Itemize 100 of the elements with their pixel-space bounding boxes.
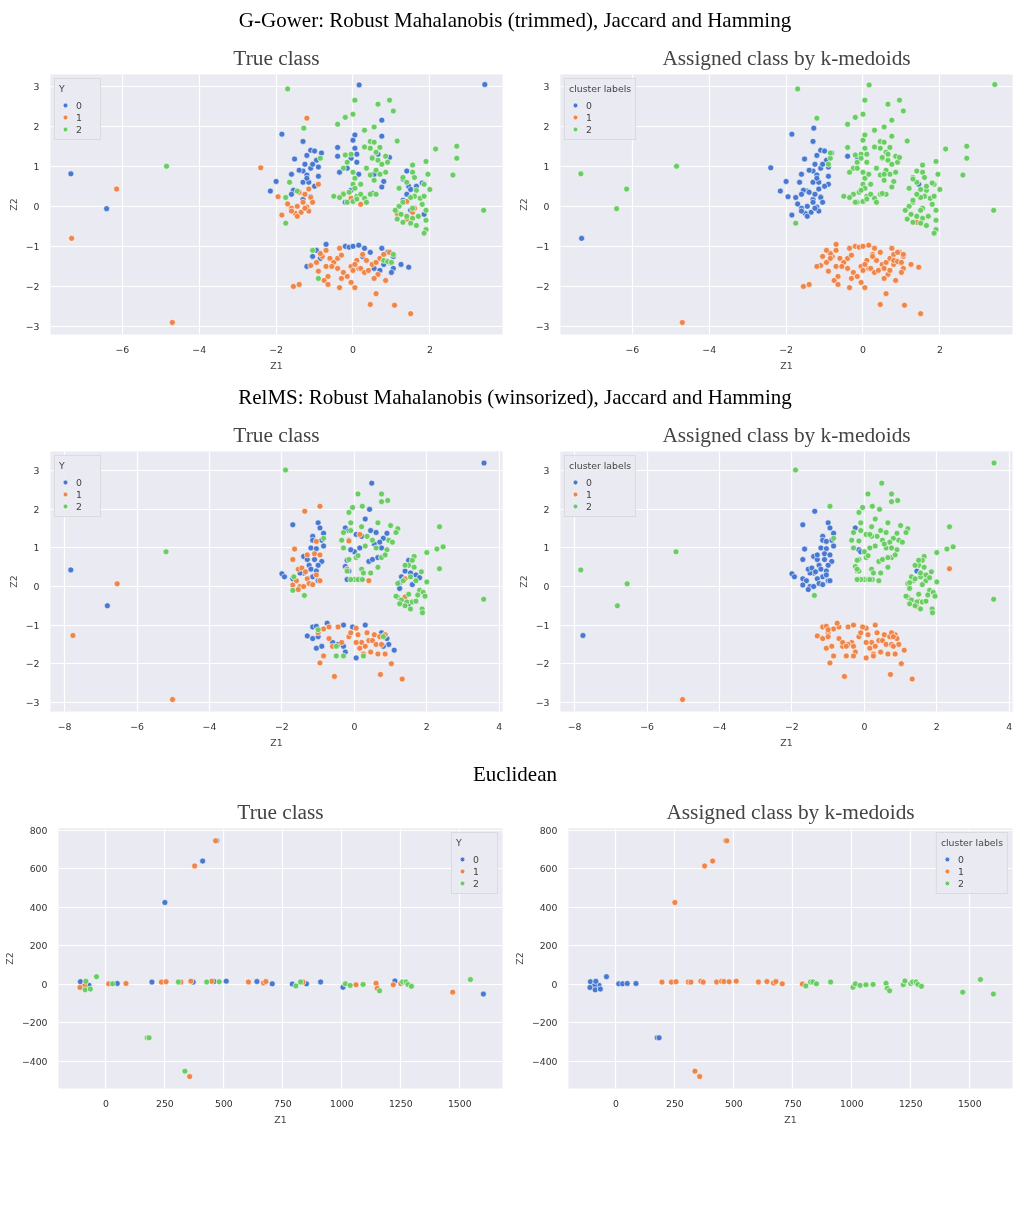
chart-subtitle: RelMS: Robust Mahalanobis (winsorized), Jaccard and Hamming bbox=[238, 384, 792, 411]
chart-subtitle: G-Gower: Robust Mahalanobis (trimmed), Jaccard and Hamming bbox=[238, 7, 792, 34]
chart-title: True class bbox=[233, 45, 320, 70]
legend-label: 1 bbox=[957, 865, 965, 877]
x-tick-label: 2 bbox=[933, 720, 940, 732]
legend-label: 1 bbox=[76, 111, 83, 123]
y-tick-label: −1 bbox=[25, 619, 40, 631]
x-tick-label: 0 bbox=[102, 1097, 109, 1109]
legend-label: 2 bbox=[957, 877, 965, 889]
y-tick-label: −2 bbox=[535, 658, 550, 670]
y-tick-label: −400 bbox=[531, 1056, 558, 1068]
x-axis-title: Z1 bbox=[784, 1113, 797, 1125]
legend-label: 2 bbox=[473, 877, 480, 889]
y-axis-title: Z2 bbox=[7, 575, 19, 588]
x-axis-title: Z1 bbox=[780, 359, 793, 371]
chart-title: True class bbox=[233, 422, 320, 447]
y-tick-label: 0 bbox=[33, 200, 40, 212]
x-tick-label: 0 bbox=[861, 720, 868, 732]
x-tick-label: −2 bbox=[269, 343, 284, 355]
y-axis-title: Z2 bbox=[513, 952, 525, 965]
legend-label: 2 bbox=[586, 500, 593, 512]
legend-label: 0 bbox=[586, 99, 593, 111]
x-tick-label: 0 bbox=[351, 720, 358, 732]
y-tick-label: 3 bbox=[543, 80, 550, 92]
x-tick-label: 750 bbox=[783, 1097, 802, 1109]
y-tick-label: −200 bbox=[531, 1017, 558, 1029]
y-tick-label: 3 bbox=[33, 465, 40, 477]
legend-label: 1 bbox=[586, 488, 593, 500]
x-tick-label: −2 bbox=[275, 720, 289, 732]
y-tick-label: −2 bbox=[25, 658, 40, 670]
y-tick-label: 2 bbox=[33, 120, 40, 132]
y-tick-label: 0 bbox=[543, 200, 550, 212]
y-tick-label: 3 bbox=[543, 465, 550, 477]
x-axis-title: Z1 bbox=[274, 1113, 287, 1125]
x-tick-label: 1250 bbox=[388, 1097, 413, 1109]
y-tick-label: −3 bbox=[25, 696, 40, 708]
chart-subtitle: Euclidean bbox=[473, 761, 557, 788]
y-axis-title: Z2 bbox=[517, 198, 529, 211]
x-tick-label: 2 bbox=[423, 720, 430, 732]
y-axis-title: Z2 bbox=[3, 952, 15, 965]
y-axis-title: Z2 bbox=[517, 575, 529, 588]
y-tick-label: −1 bbox=[25, 240, 40, 252]
y-tick-label: 1 bbox=[33, 542, 40, 554]
x-tick-label: 500 bbox=[724, 1097, 743, 1109]
y-tick-label: 2 bbox=[543, 120, 550, 132]
y-tick-label: −400 bbox=[21, 1056, 48, 1068]
x-tick-label: 2 bbox=[936, 343, 943, 355]
y-tick-label: −3 bbox=[25, 320, 40, 332]
y-tick-label: −1 bbox=[535, 240, 550, 252]
y-tick-label: −2 bbox=[535, 280, 550, 292]
y-tick-label: 200 bbox=[539, 940, 558, 952]
x-tick-label: −8 bbox=[57, 720, 72, 732]
x-tick-label: 750 bbox=[273, 1097, 292, 1109]
legend-title: cluster labels bbox=[940, 837, 1003, 848]
x-tick-label: 4 bbox=[496, 720, 503, 732]
y-tick-label: 200 bbox=[29, 940, 48, 952]
legend-title: Y bbox=[59, 460, 66, 471]
y-tick-label: 0 bbox=[33, 581, 40, 593]
y-tick-label: −1 bbox=[535, 619, 550, 631]
legend-label: 0 bbox=[76, 99, 83, 111]
x-tick-label: 1000 bbox=[329, 1097, 354, 1109]
x-tick-label: 1500 bbox=[447, 1097, 472, 1109]
y-tick-label: −200 bbox=[21, 1017, 48, 1029]
y-tick-label: 3 bbox=[33, 80, 40, 92]
legend-label: 2 bbox=[76, 123, 83, 135]
y-tick-label: 800 bbox=[539, 824, 558, 836]
y-tick-label: −2 bbox=[25, 280, 40, 292]
legend-title: cluster labels bbox=[569, 460, 632, 471]
legend-label: 0 bbox=[473, 853, 480, 865]
x-tick-label: −4 bbox=[202, 720, 217, 732]
x-tick-label: 4 bbox=[1006, 720, 1013, 732]
x-tick-label: 0 bbox=[860, 343, 867, 355]
chart-title: Assigned class by k-medoids bbox=[666, 799, 915, 824]
x-axis-title: Z1 bbox=[780, 736, 793, 748]
x-tick-label: 1500 bbox=[957, 1097, 982, 1109]
y-tick-label: −3 bbox=[535, 320, 550, 332]
legend-title: Y bbox=[59, 83, 66, 94]
legend-label: 1 bbox=[76, 488, 83, 500]
y-tick-label: 2 bbox=[33, 503, 40, 515]
legend-label: 2 bbox=[76, 500, 83, 512]
legend-label: 1 bbox=[586, 111, 593, 123]
y-tick-label: 1 bbox=[33, 160, 40, 172]
x-tick-label: 0 bbox=[350, 343, 357, 355]
x-axis-title: Z1 bbox=[270, 736, 283, 748]
x-tick-label: 1000 bbox=[839, 1097, 864, 1109]
legend-title: cluster labels bbox=[569, 83, 632, 94]
x-tick-label: 250 bbox=[666, 1097, 684, 1109]
y-tick-label: 0 bbox=[551, 978, 558, 990]
x-tick-label: −2 bbox=[779, 343, 794, 355]
chart-title: Assigned class by k-medoids bbox=[662, 45, 911, 70]
x-tick-label: −6 bbox=[115, 343, 130, 355]
legend-label: 2 bbox=[586, 123, 593, 135]
legend-label: 0 bbox=[586, 476, 593, 488]
x-tick-label: −2 bbox=[785, 720, 799, 732]
x-tick-label: 0 bbox=[612, 1097, 619, 1109]
y-tick-label: −3 bbox=[535, 696, 550, 708]
legend-title: Y bbox=[456, 837, 463, 848]
y-tick-label: 800 bbox=[29, 824, 48, 836]
x-tick-label: −4 bbox=[192, 343, 207, 355]
x-tick-label: −4 bbox=[712, 720, 727, 732]
